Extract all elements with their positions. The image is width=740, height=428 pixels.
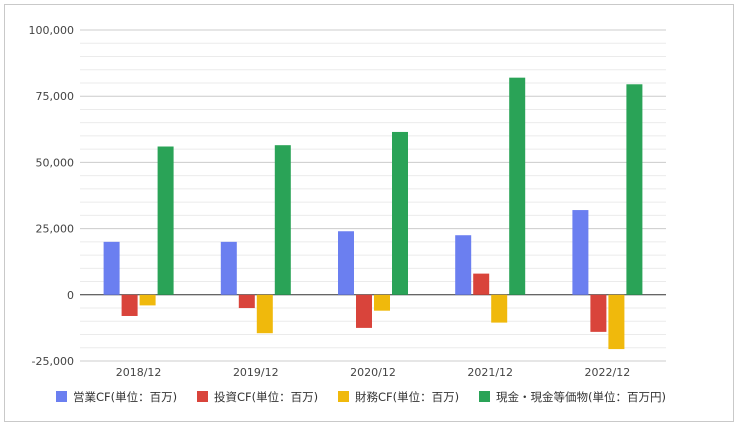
bar-2019/12-series-3 [256, 294, 273, 334]
bar-2022/12-series-2 [590, 294, 607, 332]
legend: 営業CF(単位：百万) 投資CF(単位：百万) 財務CF(単位：百万) 現金・現金等価… [56, 390, 666, 404]
bar-2021/12-series-3 [491, 294, 508, 323]
bar-2022/12-series-1 [572, 210, 589, 295]
bar-2021/12-series-2 [473, 273, 490, 295]
x-tick-label: 2020/12 [350, 366, 396, 379]
grid-lines [80, 29, 666, 362]
bar-2022/12-series-3 [608, 294, 625, 350]
bar-2021/12-series-4 [509, 77, 526, 295]
y-tick-label: 50,000 [36, 156, 75, 169]
bar-2020/12-series-3 [374, 294, 390, 311]
bars-group [103, 77, 643, 350]
y-tick-label: 25,000 [36, 223, 75, 236]
legend-label: 現金・現金等価物(単位：百万円) [496, 390, 666, 404]
x-tick-label: 2021/12 [467, 366, 513, 379]
legend-swatch [197, 391, 208, 402]
x-tick-label: 2022/12 [585, 366, 631, 379]
legend-label: 投資CF(単位：百万) [214, 390, 318, 404]
y-axis-ticks: 100,000 75,000 50,000 25,000 0 -25,000 [29, 24, 75, 368]
x-tick-label: 2018/12 [116, 366, 162, 379]
legend-label: 財務CF(単位：百万) [355, 390, 459, 404]
x-axis-ticks: 2018/12 2019/12 2020/12 2021/12 2022/12 [116, 366, 631, 379]
bar-2019/12-series-1 [220, 241, 237, 295]
bar-2020/12-series-2 [356, 294, 372, 328]
bar-2020/12-series-1 [338, 231, 354, 295]
x-tick-label: 2019/12 [233, 366, 279, 379]
bar-2018/12-series-1 [103, 241, 120, 295]
bar-2020/12-series-4 [392, 131, 408, 295]
y-tick-label: -25,000 [32, 355, 74, 368]
y-tick-label: 100,000 [29, 24, 75, 37]
legend-swatch [338, 391, 349, 402]
bar-2021/12-series-1 [455, 235, 472, 295]
bar-2018/12-series-4 [157, 146, 174, 295]
bar-2019/12-series-2 [238, 294, 255, 309]
chart-frame [4, 4, 734, 422]
bar-2019/12-series-4 [274, 145, 291, 295]
legend-swatch [56, 391, 67, 402]
bar-2018/12-series-3 [139, 294, 156, 306]
legend-label: 営業CF(単位：百万) [73, 390, 177, 404]
y-tick-label: 75,000 [36, 90, 75, 103]
y-tick-label: 0 [67, 289, 74, 302]
bar-2022/12-series-4 [626, 84, 643, 295]
bar-2018/12-series-2 [121, 294, 138, 316]
legend-swatch [479, 391, 490, 402]
